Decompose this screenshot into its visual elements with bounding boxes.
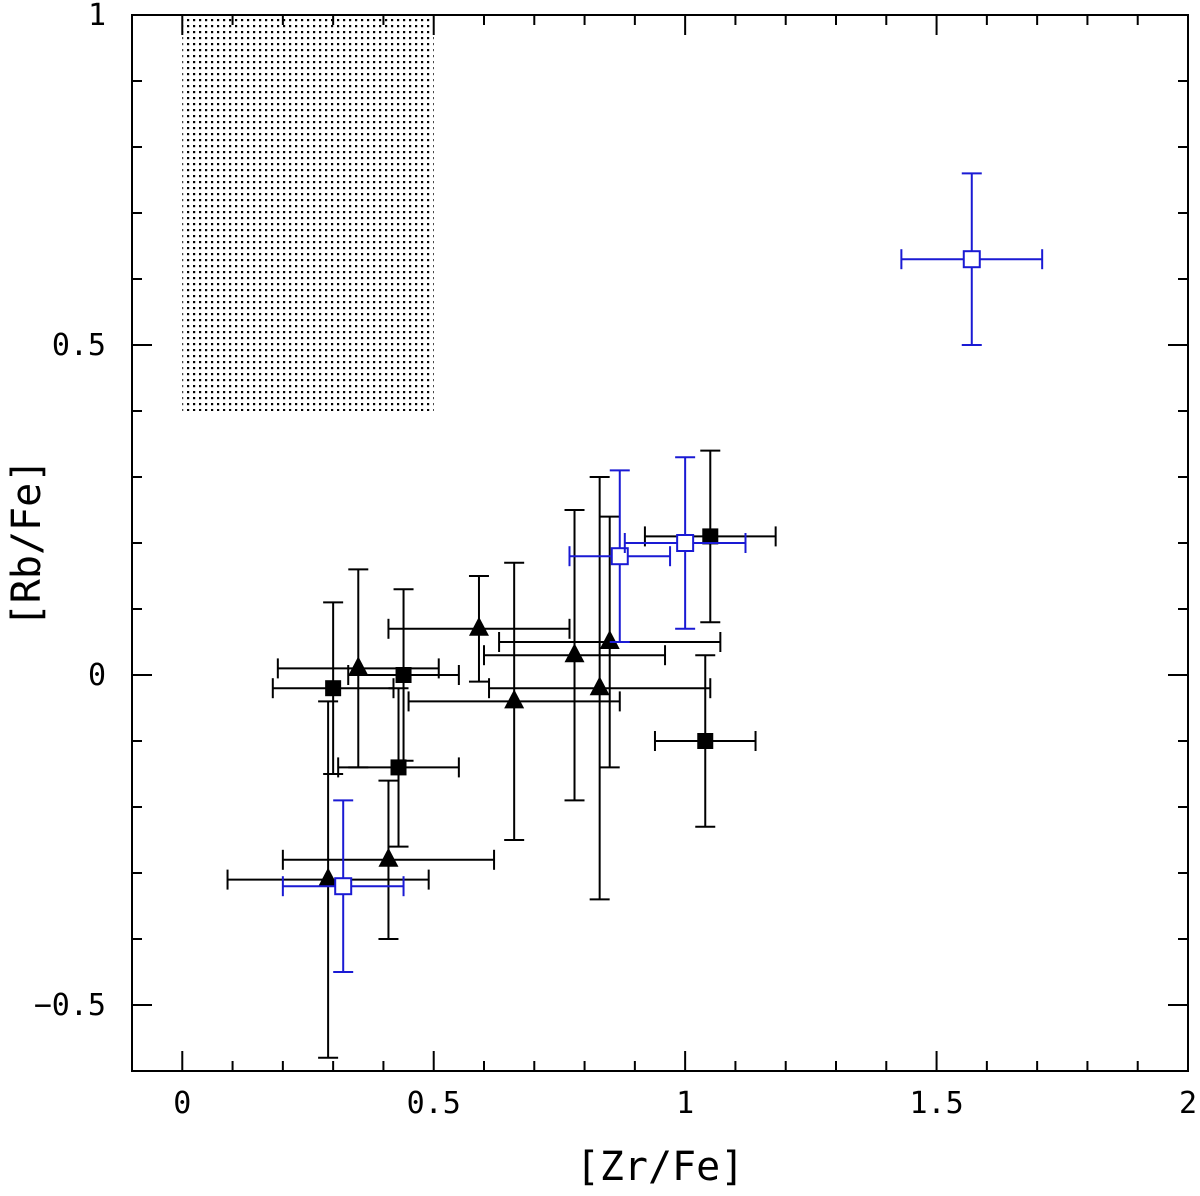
- data-point: [387, 575, 571, 683]
- series-open-squares: [281, 172, 1044, 973]
- marker-open-square: [676, 534, 695, 552]
- x-axis-label: [Zr/Fe]: [576, 1144, 745, 1190]
- y-tick-label: 0.5: [52, 328, 106, 363]
- shaded-region-layer: [182, 15, 434, 411]
- data-point: [226, 700, 430, 1059]
- data-point: [483, 509, 667, 802]
- marker-filled-triangle: [599, 630, 620, 649]
- x-tick-label: 0: [173, 1086, 191, 1121]
- marker-filled-triangle: [348, 656, 369, 676]
- y-tick-label: 0: [88, 658, 106, 693]
- data-point: [643, 449, 777, 624]
- series-filled-squares: [271, 449, 777, 848]
- marker-filled-square: [390, 759, 407, 776]
- data-point: [653, 654, 757, 828]
- series-filled-triangles: [226, 476, 722, 1059]
- marker-open-square: [962, 250, 981, 269]
- x-tick-label: 0.5: [407, 1086, 461, 1121]
- data-point: [498, 515, 722, 769]
- data-point: [407, 561, 621, 841]
- marker-filled-square: [325, 680, 342, 697]
- marker-filled-triangle: [318, 867, 339, 887]
- data-point: [281, 779, 496, 940]
- marker-filled-triangle: [468, 616, 489, 636]
- shaded-region: [182, 15, 434, 411]
- y-tick-label: 1: [88, 0, 106, 33]
- data-point: [900, 172, 1044, 346]
- data-point: [281, 799, 405, 973]
- data-point: [488, 476, 712, 901]
- marker-filled-square: [395, 667, 412, 683]
- marker-open-square: [610, 547, 629, 566]
- y-tick-label: −0.5: [34, 988, 106, 1023]
- marker-filled-square: [697, 733, 714, 749]
- marker-open-square: [334, 877, 353, 896]
- x-tick-label: 1.5: [909, 1086, 963, 1121]
- y-axis-label: [Rb/Fe]: [4, 459, 50, 628]
- marker-filled-triangle: [378, 847, 399, 867]
- data-point: [568, 469, 672, 643]
- data-point: [623, 456, 747, 630]
- data-point: [276, 568, 440, 769]
- data-points: [226, 172, 1044, 1059]
- x-tick-label: 1: [676, 1086, 694, 1121]
- marker-filled-triangle: [564, 643, 585, 663]
- data-point: [271, 601, 395, 775]
- axis-ticks: 0 0.5 1 1.5 2 −0.5 0 0.5 1: [34, 0, 1197, 1121]
- marker-filled-square: [702, 528, 719, 545]
- marker-filled-triangle: [504, 689, 525, 709]
- marker-filled-triangle: [589, 676, 610, 696]
- x-tick-label: 2: [1179, 1086, 1197, 1121]
